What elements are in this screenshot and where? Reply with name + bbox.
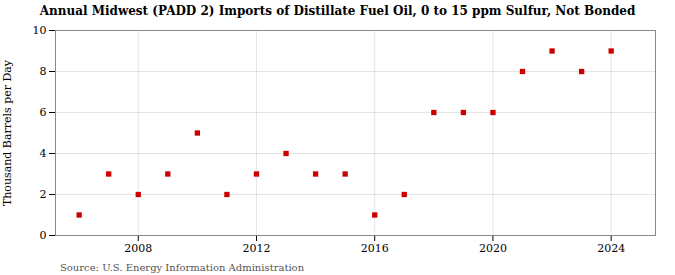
svg-text:2: 2: [40, 188, 47, 201]
svg-text:0: 0: [40, 229, 47, 242]
svg-text:2020: 2020: [479, 242, 507, 255]
svg-text:2016: 2016: [361, 242, 389, 255]
svg-text:8: 8: [40, 65, 47, 78]
svg-text:Thousand Barrels per Day: Thousand Barrels per Day: [1, 59, 14, 206]
svg-text:2024: 2024: [597, 242, 625, 255]
svg-text:4: 4: [40, 147, 47, 160]
svg-text:10: 10: [33, 24, 47, 37]
html-text:Annual Midwest (PADD 2) Import: Annual Midwest (PADD 2) Imports of Disti…: [39, 4, 636, 18]
svg-text:2008: 2008: [124, 242, 152, 255]
svg-text:2012: 2012: [242, 242, 270, 255]
svg-text:6: 6: [40, 106, 47, 119]
html-text:Source: U.S. Energy Informatio: Source: U.S. Energy Information Administ…: [60, 262, 305, 273]
